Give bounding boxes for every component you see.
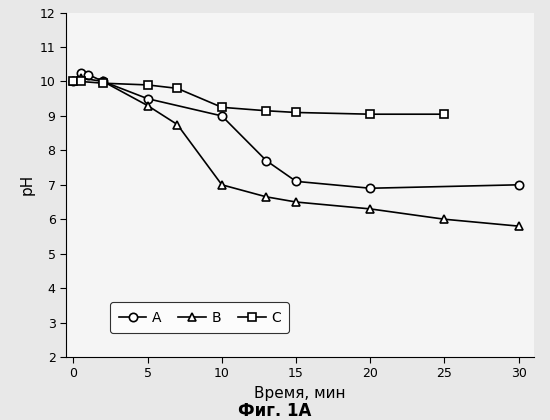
B <box>441 217 448 222</box>
B <box>100 79 106 84</box>
Line: B: B <box>69 74 523 230</box>
C <box>144 82 151 87</box>
C <box>263 108 270 113</box>
A <box>78 70 84 76</box>
A <box>293 179 299 184</box>
B <box>293 200 299 205</box>
A <box>515 182 522 187</box>
C <box>174 86 180 91</box>
A <box>70 79 76 84</box>
A <box>367 186 373 191</box>
X-axis label: Время, мин: Время, мин <box>254 386 345 401</box>
B <box>218 182 225 187</box>
A <box>218 113 225 118</box>
C <box>78 79 84 84</box>
Legend: A, B, C: A, B, C <box>111 302 289 333</box>
B <box>263 194 270 200</box>
C <box>367 112 373 117</box>
C <box>70 79 76 84</box>
C <box>218 105 225 110</box>
A <box>263 158 270 163</box>
B <box>144 103 151 108</box>
C <box>293 110 299 115</box>
B <box>70 79 76 84</box>
Y-axis label: рН: рН <box>19 174 34 195</box>
C <box>441 112 448 117</box>
B <box>174 122 180 127</box>
B <box>367 206 373 211</box>
C <box>100 81 106 86</box>
B <box>78 76 84 81</box>
Line: C: C <box>69 77 449 118</box>
A <box>100 79 106 84</box>
Line: A: A <box>69 69 523 192</box>
A <box>85 72 91 77</box>
B <box>515 223 522 228</box>
A <box>144 96 151 101</box>
Text: Фиг. 1A: Фиг. 1A <box>238 402 312 420</box>
